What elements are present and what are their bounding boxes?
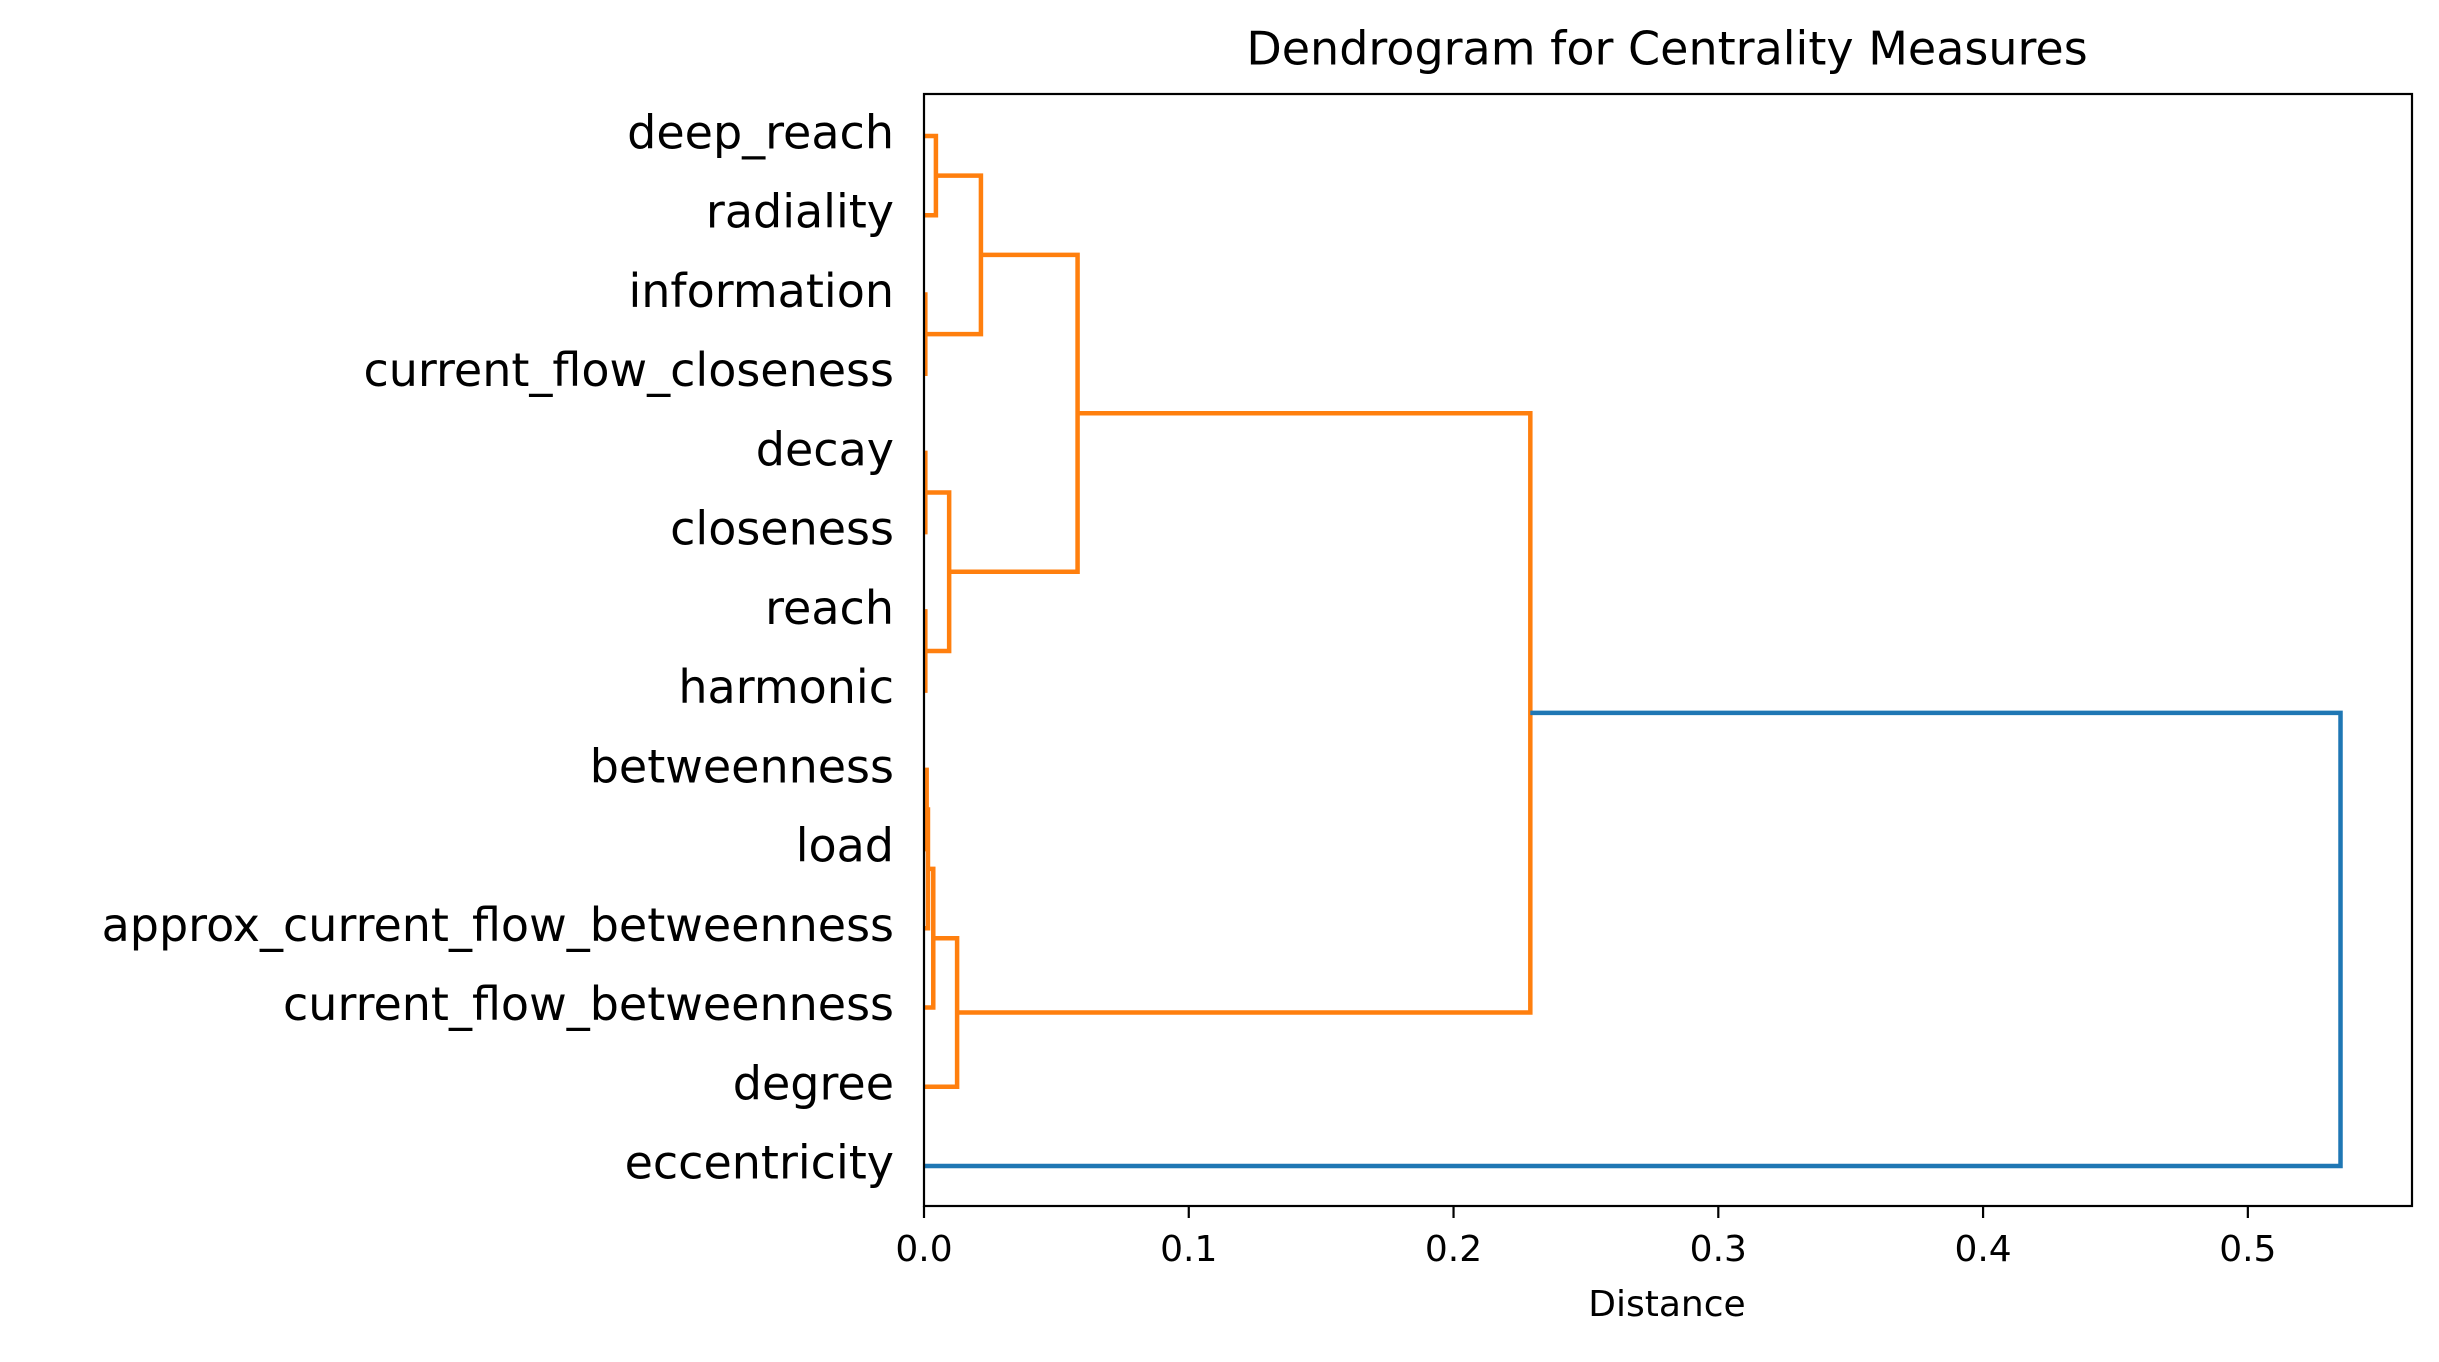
dendrogram-link-11 (957, 411, 1533, 1015)
leaf-label-current-flow-betweenness: current_flow_betweenness (283, 977, 894, 1031)
x-tick-label-0-4: 0.4 (1954, 1229, 2011, 1270)
leaf-label-reach: reach (765, 581, 894, 635)
dendrogram-link-6 (949, 252, 1080, 575)
dendrogram-links (923, 133, 2343, 1169)
leaf-label-degree: degree (733, 1056, 894, 1110)
leaf-label-load: load (796, 819, 894, 873)
dendrogram-link-5 (925, 490, 952, 654)
dendrogram-link-0 (924, 133, 939, 218)
dendrogram-link-10 (924, 935, 960, 1090)
leaf-label-radiality: radiality (706, 185, 894, 239)
x-tick-label-0-3: 0.3 (1690, 1229, 1747, 1270)
x-tick-label-0-1: 0.1 (1160, 1229, 1217, 1270)
leaf-labels: deep_reach radiality information current_fl… (102, 106, 894, 1190)
leaf-label-closeness: closeness (670, 502, 894, 556)
leaf-label-decay: decay (756, 422, 894, 476)
leaf-label-harmonic: harmonic (678, 660, 894, 714)
plot-frame (922, 92, 2414, 1208)
x-axis-ticks: 0.0 0.1 0.2 0.3 0.4 0.5 (895, 1206, 2276, 1270)
leaf-label-deep-reach: deep_reach (627, 106, 894, 160)
leaf-label-information: information (629, 264, 895, 318)
leaf-label-betweenness: betweenness (590, 739, 894, 793)
x-tick-label-0-5: 0.5 (2219, 1229, 2276, 1270)
x-axis-label: Distance (1588, 1284, 1745, 1325)
chart-title: Dendrogram for Centrality Measures (1246, 22, 2087, 76)
leaf-label-eccentricity: eccentricity (625, 1135, 894, 1189)
dendrogram-link-12 (924, 710, 2343, 1169)
x-tick-label-0-0: 0.0 (895, 1229, 952, 1270)
leaf-label-current-flow-closeness: current_flow_closeness (363, 343, 894, 397)
x-tick-label-0-2: 0.2 (1425, 1229, 1482, 1270)
leaf-label-approx-current-flow-betweenness: approx_current_flow_betweenness (102, 898, 894, 952)
